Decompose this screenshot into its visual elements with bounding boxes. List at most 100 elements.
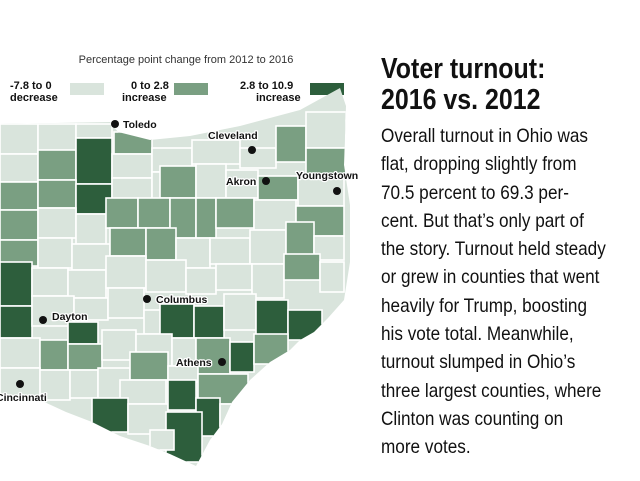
county-shape [0,305,33,339]
county-shape [209,237,251,265]
county-shape [275,125,307,163]
legend-label-moderate-text: increase [122,92,167,104]
county-shape [193,305,225,339]
county-shape [0,261,33,307]
columbus-dot [143,295,151,303]
county-shape [167,379,197,411]
county-shape [91,397,129,433]
county-shape [0,123,39,155]
body-line: his vote total. Meanwhile, [381,323,574,346]
headline-line-2: 2016 vs. 2012 [381,84,541,116]
akron-dot [262,177,270,185]
county-shape [195,163,227,199]
county-shape [215,197,255,229]
county-shape [287,309,323,341]
county-shape [0,209,39,241]
county-shape [129,351,169,381]
legend-label-large-text: increase [256,92,301,104]
county-shape [145,259,187,293]
county-shape [251,263,285,299]
article-body: Overall turnout in Ohio was flat, droppi… [381,122,609,462]
county-shape [111,153,153,179]
body-line: the story. Turnout held steady [381,238,606,261]
county-shape [219,403,247,427]
county-shape [127,403,169,435]
county-shape [255,299,289,337]
article-column: Voter turnout: 2016 vs. 2012 Overall tur… [381,54,640,462]
county-shape [0,181,39,211]
county-grid [0,111,347,463]
body-line: Overall turnout in Ohio was [381,125,588,147]
youngstown-dot [333,187,341,195]
cincinnati-dot [16,380,24,388]
county-shape [105,197,139,229]
ohio-state-shape [0,88,350,466]
county-shape [67,269,107,299]
body-line: more votes. [381,436,471,459]
county-shape [75,137,113,185]
county-shape [67,343,103,371]
city-label-athens: Athens [176,357,212,369]
county-shape [113,131,153,155]
ohio-county-map: Toledo Cleveland Akron Youngstown Columb… [0,88,359,466]
ohio-turnout-map-panel: Percentage point change from 2012 to 201… [0,54,359,466]
county-shape [37,207,77,239]
county-shape [75,213,107,245]
body-line: Clinton was counting on [381,407,564,430]
county-shape [39,339,69,371]
county-shape [195,197,217,239]
county-shape [37,179,77,209]
county-shape [305,111,347,149]
county-shape [159,165,197,199]
toledo-dot [111,120,119,128]
body-line: or grew in counties that went [381,266,600,289]
county-shape [37,237,73,269]
county-shape [229,341,255,373]
county-shape [239,147,277,169]
county-shape [319,261,345,293]
legend-label-decrease-text: decrease [10,92,58,104]
county-shape [71,243,111,271]
county-shape [0,153,39,183]
county-shape [285,221,315,257]
body-line: cent. But that’s only part of [381,209,584,232]
county-shape [253,333,289,365]
county-shape [185,267,217,295]
county-shape [137,197,171,229]
county-shape [223,293,257,331]
city-label-youngstown: Youngstown [296,170,358,182]
body-line: turnout slumped in Ohio’s [381,351,576,374]
county-shape [145,227,177,261]
city-markers: Toledo Cleveland Akron Youngstown Columb… [0,118,359,406]
city-label-toledo: Toledo [123,119,157,131]
athens-dot [218,358,226,366]
cleveland-dot [248,146,256,154]
city-label-akron: Akron [226,176,256,188]
legend-label-large-range: 2.8 to 10.9 [240,80,294,92]
city-label-dayton: Dayton [52,311,88,323]
city-label-cleveland: Cleveland [208,130,258,142]
county-shape [75,123,113,139]
map-caption: Percentage point change from 2012 to 201… [78,54,294,66]
legend-label-moderate-range: 0 to 2.8 [131,80,169,92]
county-shape [249,229,287,265]
body-line: three largest counties, where [381,379,602,402]
county-shape [171,337,197,367]
county-shape [149,429,175,451]
county-shape [31,267,69,297]
county-shape [283,253,321,281]
legend-swatch-moderate-increase [174,83,208,95]
body-line: flat, dropping slightly from [381,153,577,176]
headline-line-1: Voter turnout: [381,53,546,85]
headline: Voter turnout: 2016 vs. 2012 [381,54,639,116]
county-shape [67,321,99,345]
city-label-cincinnati: Cincinnati [0,392,47,404]
city-label-columbus: Columbus [156,294,207,306]
county-shape [69,369,99,399]
county-shape [109,227,147,257]
body-line: heavily for Trump, boosting [381,294,588,317]
county-shape [0,337,41,369]
county-shape [159,303,195,339]
county-shape [107,287,145,319]
legend-label-decrease-range: -7.8 to 0 [10,80,52,92]
